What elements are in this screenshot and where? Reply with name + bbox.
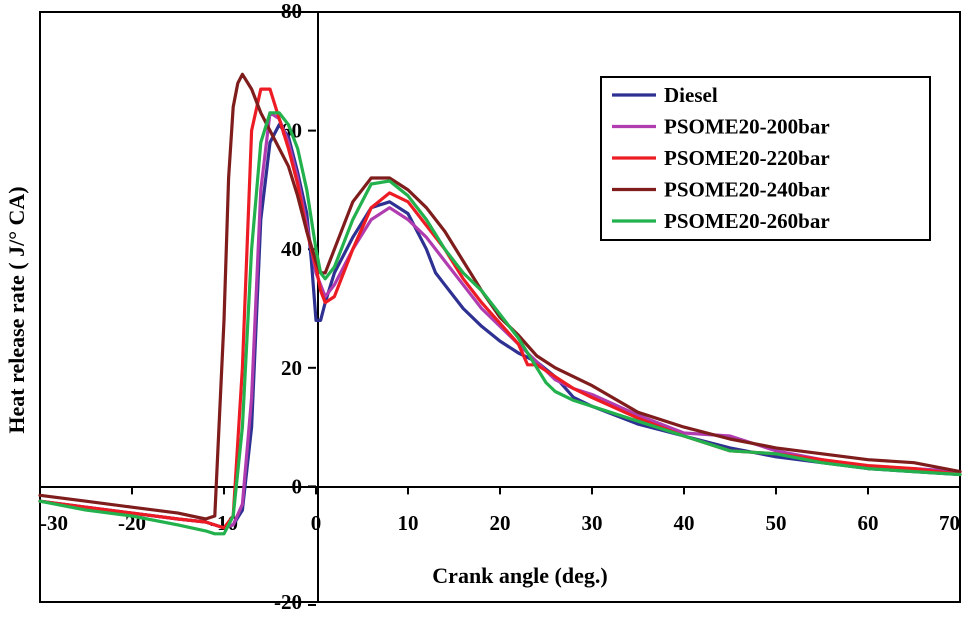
series-line-3 bbox=[38, 72, 962, 521]
y-axis-title: Heat release rate ( J/° CA) bbox=[4, 186, 29, 433]
y-tick-label: -20 bbox=[274, 590, 302, 614]
series-layer bbox=[38, 72, 962, 536]
y-tick-label: 20 bbox=[281, 356, 302, 380]
x-tick-label: 60 bbox=[858, 511, 879, 535]
x-tick-label: 10 bbox=[398, 511, 419, 535]
x-tick-label: 30 bbox=[582, 511, 603, 535]
series-line-2 bbox=[38, 87, 962, 530]
x-tick-label: 20 bbox=[490, 511, 511, 535]
y-tick-label: 40 bbox=[281, 237, 302, 261]
legend-label: Diesel bbox=[664, 83, 718, 107]
x-axis-title: Crank angle (deg.) bbox=[432, 563, 607, 588]
series-line-1 bbox=[38, 111, 962, 530]
x-tick-label: 40 bbox=[674, 511, 695, 535]
x-tick-label: 70 bbox=[939, 511, 960, 535]
x-tick-label: -30 bbox=[40, 511, 68, 535]
legend: Diesel PSOME20-200bar PSOME20-220bar PSOME2… bbox=[600, 76, 931, 241]
legend-label: PSOME20-260bar bbox=[664, 209, 830, 233]
series-line-4 bbox=[38, 111, 962, 536]
legend-label: PSOME20-240bar bbox=[664, 178, 830, 202]
x-tick-label: 50 bbox=[766, 511, 787, 535]
y-tick-label: 80 bbox=[281, 0, 302, 23]
legend-label: PSOME20-220bar bbox=[664, 146, 830, 170]
x-tick-label: 0 bbox=[311, 511, 322, 535]
y-tick-label: 0 bbox=[292, 474, 303, 498]
legend-label: PSOME20-200bar bbox=[664, 115, 830, 139]
